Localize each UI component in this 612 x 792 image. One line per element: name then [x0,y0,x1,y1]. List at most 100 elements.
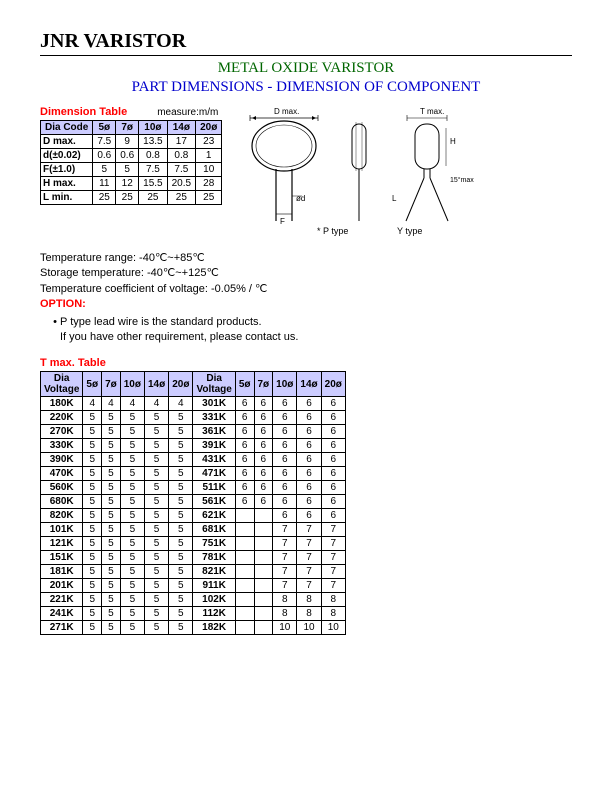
tmax-cell: 7 [273,579,297,593]
tmax-header: 5ø [83,372,102,397]
tmax-cell: 6 [273,453,297,467]
tmax-voltage-left: 221K [41,593,83,607]
tmax-cell: 6 [254,453,273,467]
tmax-cell: 7 [297,523,321,537]
svg-text:F: F [280,217,285,226]
tmax-voltage-right: 511K [193,481,235,495]
tmax-cell: 5 [83,579,102,593]
tmax-cell: 5 [169,607,193,621]
tmax-cell: 6 [235,481,254,495]
tmax-cell: 7 [273,537,297,551]
tmax-header: 14ø [297,372,321,397]
dim-row-label: d(±0.02) [41,149,93,163]
tmax-cell: 5 [102,523,121,537]
option-label: OPTION: [40,297,572,312]
tmax-voltage-left: 121K [41,537,83,551]
tmax-cell: 6 [273,495,297,509]
tmax-cell: 5 [144,495,168,509]
tmax-cell: 7 [297,537,321,551]
tmax-cell [235,621,254,635]
dim-cell: 17 [167,135,195,149]
tmax-cell: 5 [102,439,121,453]
tmax-cell: 6 [297,481,321,495]
tmax-cell [235,551,254,565]
tmax-cell: 6 [297,453,321,467]
tmax-cell: 10 [297,621,321,635]
tmax-cell: 5 [102,481,121,495]
tmax-cell: 5 [102,509,121,523]
tmax-cell: 5 [83,607,102,621]
tmax-cell: 7 [321,537,345,551]
tmax-cell [235,607,254,621]
tmax-cell: 5 [144,439,168,453]
tmax-cell [235,523,254,537]
tmax-voltage-left: 151K [41,551,83,565]
tmax-cell [254,621,273,635]
tmax-cell [254,593,273,607]
dim-cell: 12 [116,177,139,191]
tmax-cell: 5 [144,411,168,425]
tmax-cell: 5 [102,607,121,621]
dim-cell: 0.6 [116,149,139,163]
tmax-cell: 5 [169,453,193,467]
tmax-cell: 6 [254,397,273,411]
tmax-cell: 5 [102,565,121,579]
tmax-cell: 8 [321,593,345,607]
tmax-cell: 5 [144,551,168,565]
tmax-cell: 5 [144,621,168,635]
tmax-cell: 5 [144,481,168,495]
dim-cell: 0.8 [167,149,195,163]
tmax-voltage-left: 180K [41,397,83,411]
tmax-cell: 5 [120,439,144,453]
tmax-voltage-left: 241K [41,607,83,621]
diagram-angle-label: 15°max [450,176,474,184]
option-line-2: If you have other requirement, please co… [60,331,298,343]
tmax-cell: 6 [254,425,273,439]
tmax-cell: 5 [83,593,102,607]
tmax-cell: 5 [83,565,102,579]
diagram-t-max-label: T max. [420,107,444,116]
tmax-voltage-left: 820K [41,509,83,523]
tmax-table: DiaVoltage5ø7ø10ø14ø20øDiaVoltage5ø7ø10ø… [40,371,346,635]
tmax-cell [235,509,254,523]
tmax-cell [254,565,273,579]
tmax-header: 20ø [321,372,345,397]
tmax-cell: 5 [169,467,193,481]
dim-cell: 20.5 [167,177,195,191]
tmax-voltage-left: 390K [41,453,83,467]
tmax-cell: 5 [83,439,102,453]
tmax-voltage-left: 220K [41,411,83,425]
tmax-cell: 6 [235,439,254,453]
tmax-cell: 5 [83,537,102,551]
dim-cell: 25 [93,191,116,205]
tmax-cell: 5 [120,593,144,607]
dim-cell: 5 [116,163,139,177]
tmax-cell: 6 [235,453,254,467]
tmax-cell: 7 [273,551,297,565]
tmax-cell: 6 [297,425,321,439]
tmax-cell [235,537,254,551]
svg-text:ød: ød [296,194,305,203]
tmax-cell: 5 [144,425,168,439]
tmax-cell: 6 [235,411,254,425]
dimension-table: Dia Code 5ø 7ø 10ø 14ø 20ø D max.7.5913.… [40,120,222,205]
tmax-cell: 5 [169,425,193,439]
tmax-cell: 5 [83,411,102,425]
tmax-cell: 5 [120,467,144,481]
dim-col-3: 14ø [167,121,195,135]
svg-text:L: L [392,194,397,203]
tmax-cell: 5 [120,565,144,579]
tmax-cell [235,593,254,607]
diagram-p-type-label: * P type [317,226,348,236]
tmax-voltage-right: 431K [193,453,235,467]
tmax-cell: 5 [144,593,168,607]
tmax-cell: 5 [102,453,121,467]
tmax-cell: 5 [102,551,121,565]
tmax-header: 7ø [102,372,121,397]
tmax-cell: 4 [120,397,144,411]
dim-cell: 25 [196,191,222,205]
tmax-cell: 5 [169,523,193,537]
tmax-cell: 6 [297,495,321,509]
tmax-cell: 5 [169,593,193,607]
tmax-cell: 5 [120,537,144,551]
